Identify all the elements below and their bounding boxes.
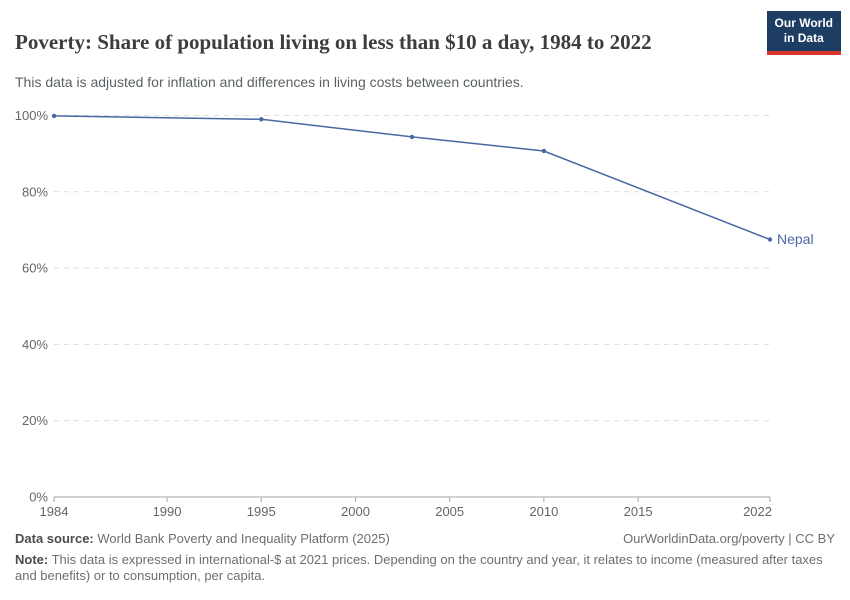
y-tick-label: 40% bbox=[22, 337, 48, 352]
data-source-text: World Bank Poverty and Inequality Platfo… bbox=[97, 531, 390, 546]
chart-footer: Data source: World Bank Poverty and Ineq… bbox=[15, 531, 835, 584]
data-source-label: Data source: bbox=[15, 531, 94, 546]
y-tick-label: 100% bbox=[15, 108, 49, 123]
x-tick-label: 2022 bbox=[743, 504, 772, 519]
x-tick-label: 2005 bbox=[435, 504, 464, 519]
y-tick-label: 20% bbox=[22, 413, 48, 428]
data-point[interactable] bbox=[767, 237, 773, 242]
data-point[interactable] bbox=[259, 117, 264, 122]
data-point[interactable] bbox=[541, 148, 547, 154]
series-end-label[interactable]: Nepal bbox=[777, 231, 814, 247]
x-tick-label: 2000 bbox=[341, 504, 370, 519]
note-text: This data is expressed in international-… bbox=[15, 552, 823, 583]
data-point[interactable] bbox=[409, 134, 415, 140]
note-label: Note: bbox=[15, 552, 49, 567]
y-tick-label: 0% bbox=[29, 490, 48, 505]
data-source: Data source: World Bank Poverty and Ineq… bbox=[15, 531, 390, 546]
x-tick-label: 1990 bbox=[153, 504, 182, 519]
x-tick-label: 1995 bbox=[247, 504, 276, 519]
x-tick-label: 2015 bbox=[624, 504, 653, 519]
series-line bbox=[53, 115, 771, 241]
owid-logo-line1: Our World bbox=[774, 16, 833, 30]
license-link[interactable]: OurWorldinData.org/poverty | CC BY bbox=[623, 531, 835, 546]
chart-title: Poverty: Share of population living on l… bbox=[15, 30, 652, 55]
y-tick-label: 60% bbox=[22, 261, 48, 276]
y-tick-label: 80% bbox=[22, 184, 48, 199]
x-tick-label: 1984 bbox=[40, 504, 69, 519]
data-point[interactable] bbox=[51, 113, 57, 119]
owid-logo-line2: in Data bbox=[783, 31, 824, 45]
chart-note: Note: This data is expressed in internat… bbox=[15, 552, 835, 584]
owid-logo[interactable]: Our World in Data bbox=[766, 11, 841, 55]
chart-subtitle: This data is adjusted for inflation and … bbox=[15, 74, 524, 90]
x-tick-label: 2010 bbox=[529, 504, 558, 519]
